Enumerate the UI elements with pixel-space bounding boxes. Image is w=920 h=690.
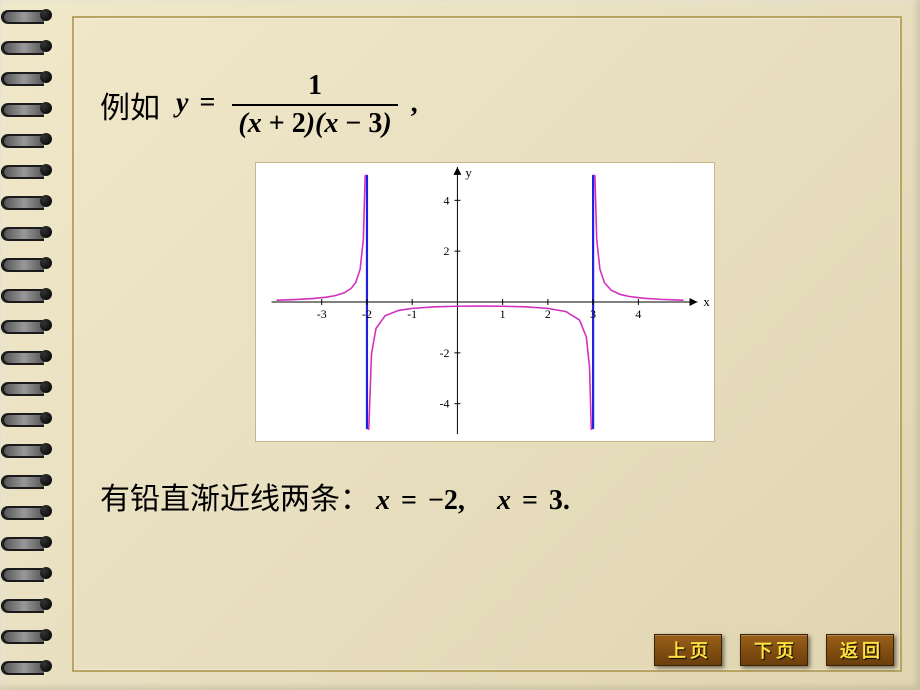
formula-trail: , xyxy=(411,87,418,118)
prev-button[interactable]: 上页 xyxy=(654,634,722,666)
eq2-eq: = xyxy=(522,485,538,516)
slide-page: 例如 y = 1 (x + 2)(x − 3) , -3-2-1123 xyxy=(0,0,920,690)
svg-text:y: y xyxy=(465,166,472,180)
den-var-b: x xyxy=(324,108,338,139)
den-num-a: 2 xyxy=(292,108,306,139)
slide-content: 例如 y = 1 (x + 2)(x − 3) , -3-2-1123 xyxy=(90,40,880,650)
asymptote-1: x = −2, xyxy=(376,485,465,517)
denominator: (x + 2)(x − 3) xyxy=(232,104,397,140)
den-var-a: x xyxy=(248,108,262,139)
lhs-var: y xyxy=(176,87,188,118)
svg-text:-2: -2 xyxy=(440,346,450,360)
nav-buttons: 上页 下页 返回 xyxy=(654,634,894,666)
svg-text:4: 4 xyxy=(444,193,450,207)
eq2-var: x xyxy=(497,485,511,516)
svg-text:-2: -2 xyxy=(362,307,372,321)
conclusion-text: 有铅直渐近线两条： xyxy=(100,474,370,518)
eq1-eq: = xyxy=(401,485,417,516)
eq1-val: −2, xyxy=(428,485,465,516)
example-label: 例如 xyxy=(100,83,160,127)
next-button[interactable]: 下页 xyxy=(740,634,808,666)
equals: = xyxy=(199,87,215,118)
asymptote-2: x = 3. xyxy=(497,485,570,517)
conclusion-row: 有铅直渐近线两条： x = −2, x = 3. xyxy=(100,474,880,518)
svg-text:3: 3 xyxy=(590,307,596,321)
formula: y = 1 (x + 2)(x − 3) , xyxy=(176,70,418,140)
function-chart: -3-2-11234-4-224xy xyxy=(256,163,714,441)
svg-text:1: 1 xyxy=(500,307,506,321)
eq1-var: x xyxy=(376,485,390,516)
svg-text:-3: -3 xyxy=(317,307,327,321)
svg-text:x: x xyxy=(703,295,710,309)
fraction: 1 (x + 2)(x − 3) xyxy=(232,70,397,140)
formula-row: 例如 y = 1 (x + 2)(x − 3) , xyxy=(100,70,880,140)
eq2-val: 3. xyxy=(549,485,570,516)
den-num-b: 3 xyxy=(368,108,382,139)
chart-container: -3-2-11234-4-224xy xyxy=(255,162,715,442)
den-op-b: − xyxy=(345,108,361,139)
back-button[interactable]: 返回 xyxy=(826,634,894,666)
numerator: 1 xyxy=(302,70,328,104)
svg-text:-4: -4 xyxy=(440,397,450,411)
spiral-binding xyxy=(0,0,60,690)
svg-text:4: 4 xyxy=(635,307,641,321)
svg-text:2: 2 xyxy=(444,244,450,258)
den-op-a: + xyxy=(269,108,285,139)
